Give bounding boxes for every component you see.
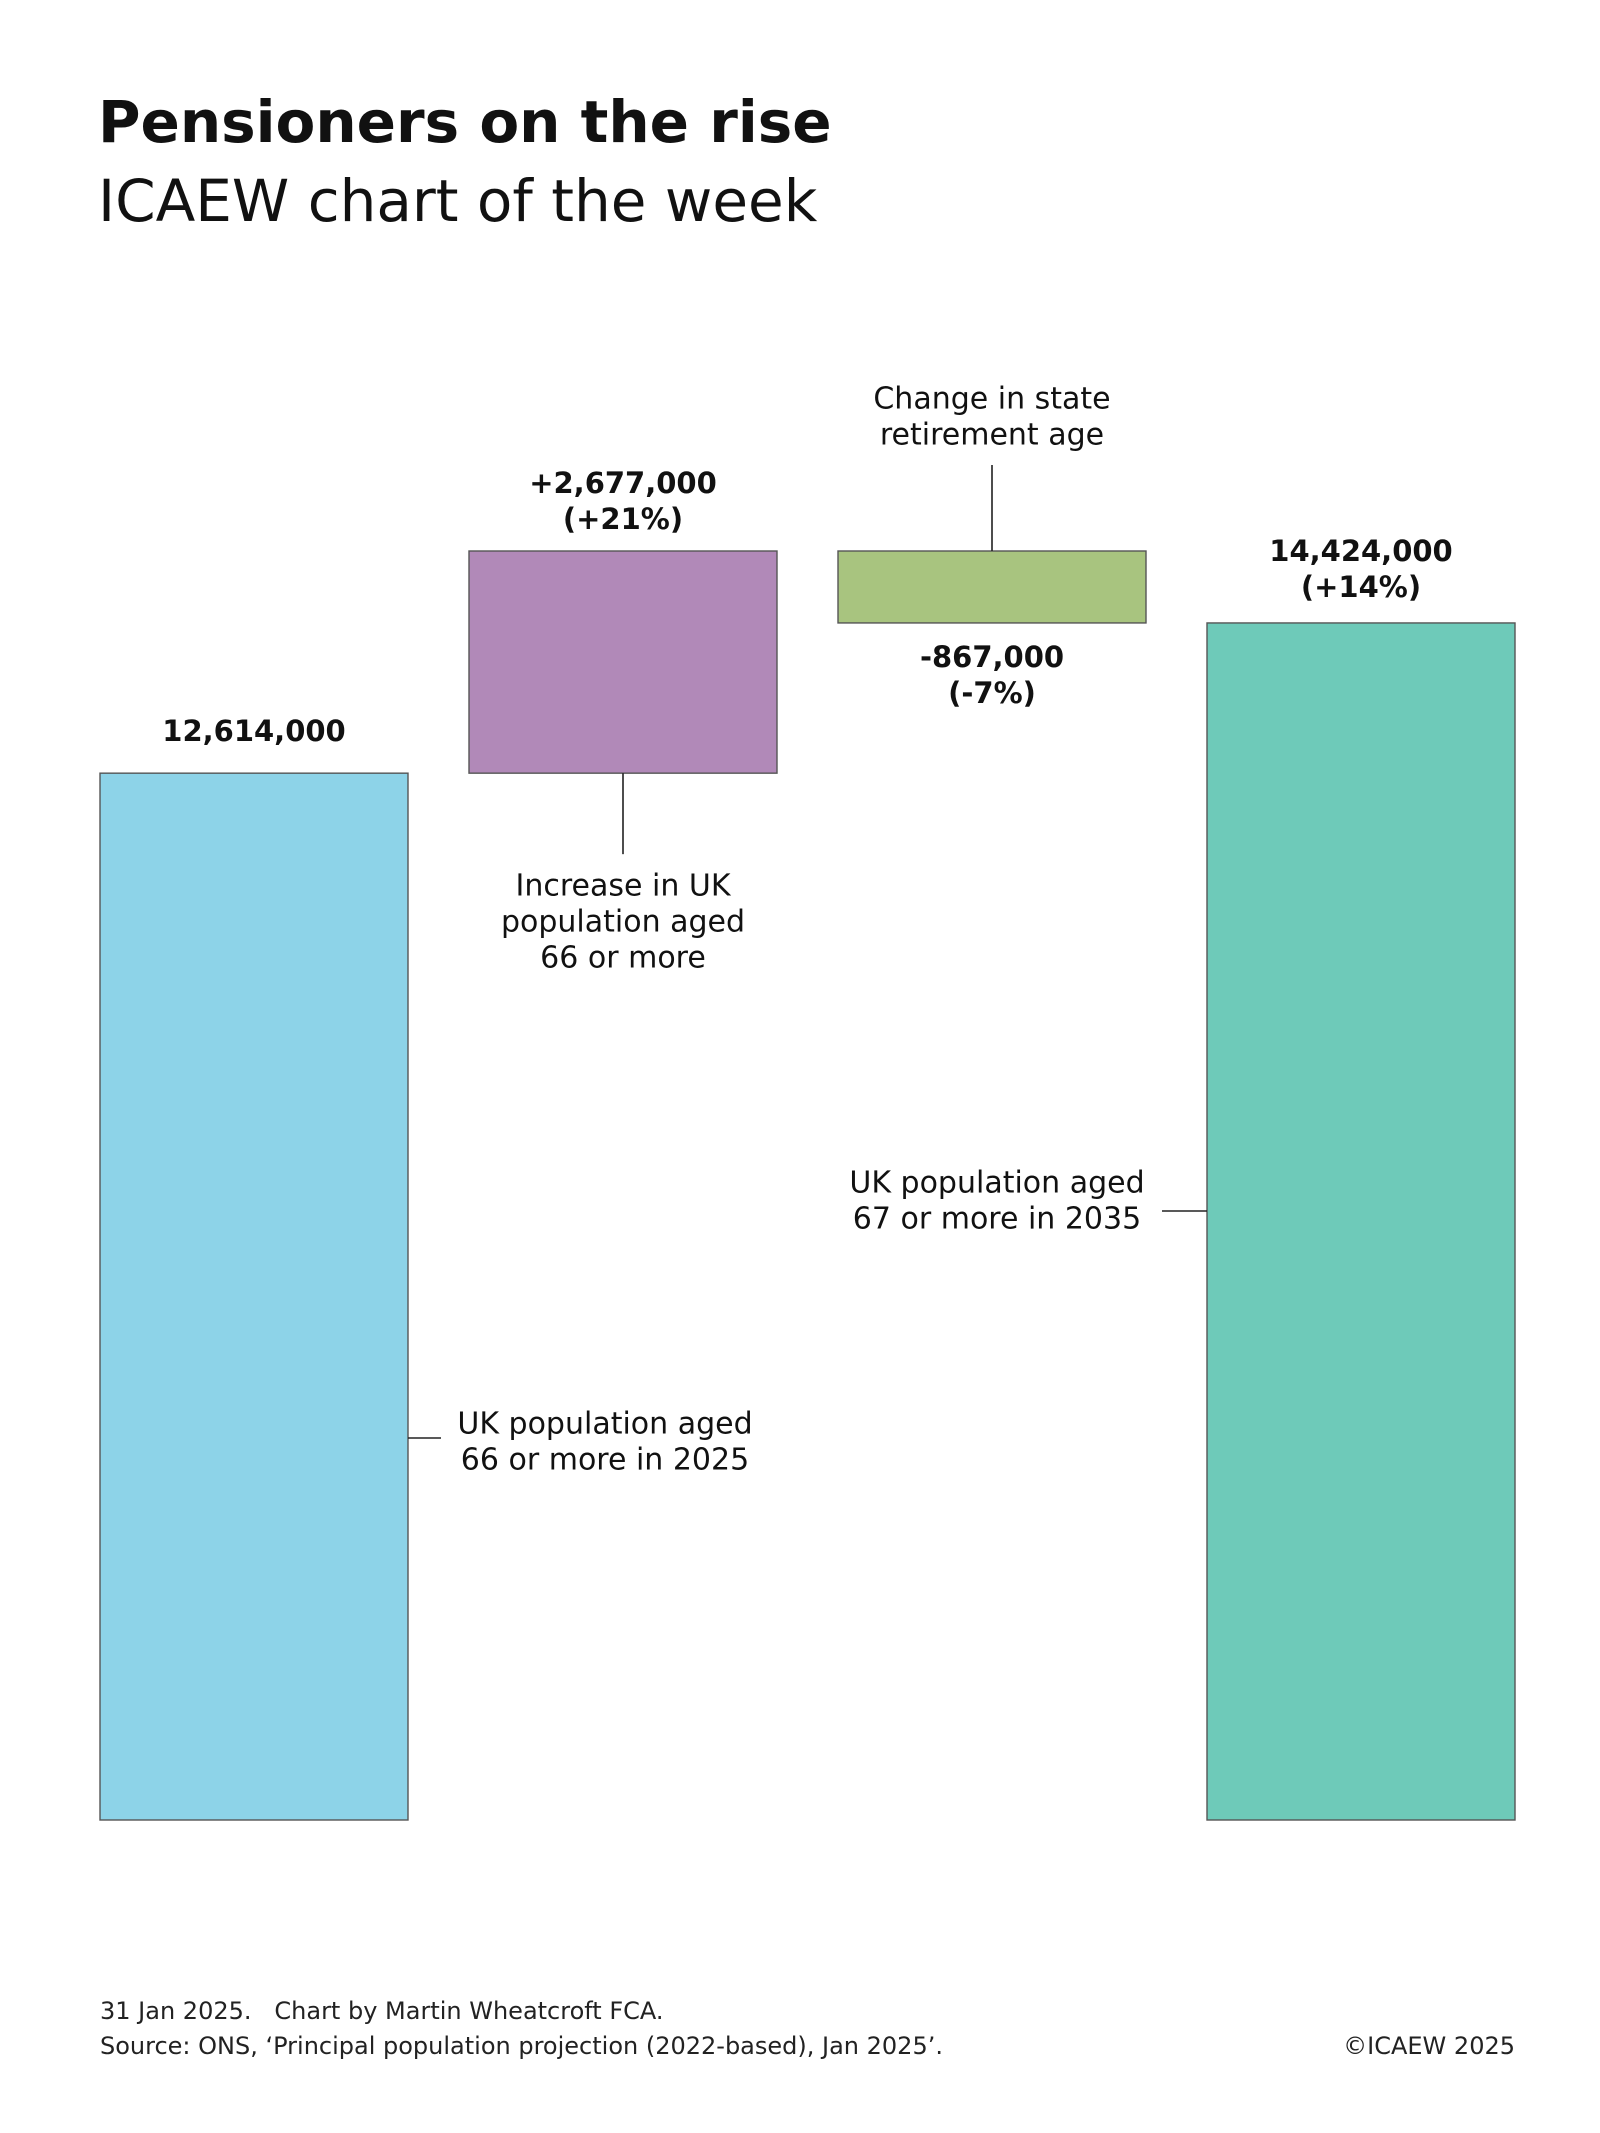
value-label: 14,424,000 <box>1269 534 1452 568</box>
chart-title: Pensioners on the rise <box>98 88 832 156</box>
bar <box>99 772 409 1821</box>
footer-credit: 31 Jan 2025. Chart by Martin Wheatcroft … <box>100 1997 664 2025</box>
category-label: 66 or more <box>540 941 706 976</box>
category-label: UK population aged <box>457 1407 752 1442</box>
value-label: +2,677,000 <box>529 466 717 500</box>
change-label: (-7%) <box>948 676 1036 710</box>
bar <box>1206 622 1516 1821</box>
category-label: 66 or more in 2025 <box>461 1443 749 1478</box>
category-label: 67 or more in 2035 <box>853 1202 1141 1237</box>
bar <box>468 550 778 774</box>
footer-copyright: ©ICAEW 2025 <box>1343 2032 1515 2060</box>
change-label: (+21%) <box>563 502 683 536</box>
change-label: (+14%) <box>1301 570 1421 604</box>
bar <box>837 550 1147 624</box>
category-label: Increase in UK <box>515 869 731 904</box>
value-label: -867,000 <box>920 640 1064 674</box>
category-label: UK population aged <box>849 1166 1144 1201</box>
category-label: retirement age <box>880 418 1104 453</box>
category-label: Change in state <box>873 382 1110 417</box>
category-label: population aged <box>501 905 745 940</box>
footer-source: Source: ONS, ‘Principal population proje… <box>100 2032 943 2060</box>
value-label: 12,614,000 <box>162 714 345 748</box>
chart-subtitle: ICAEW chart of the week <box>98 167 818 235</box>
